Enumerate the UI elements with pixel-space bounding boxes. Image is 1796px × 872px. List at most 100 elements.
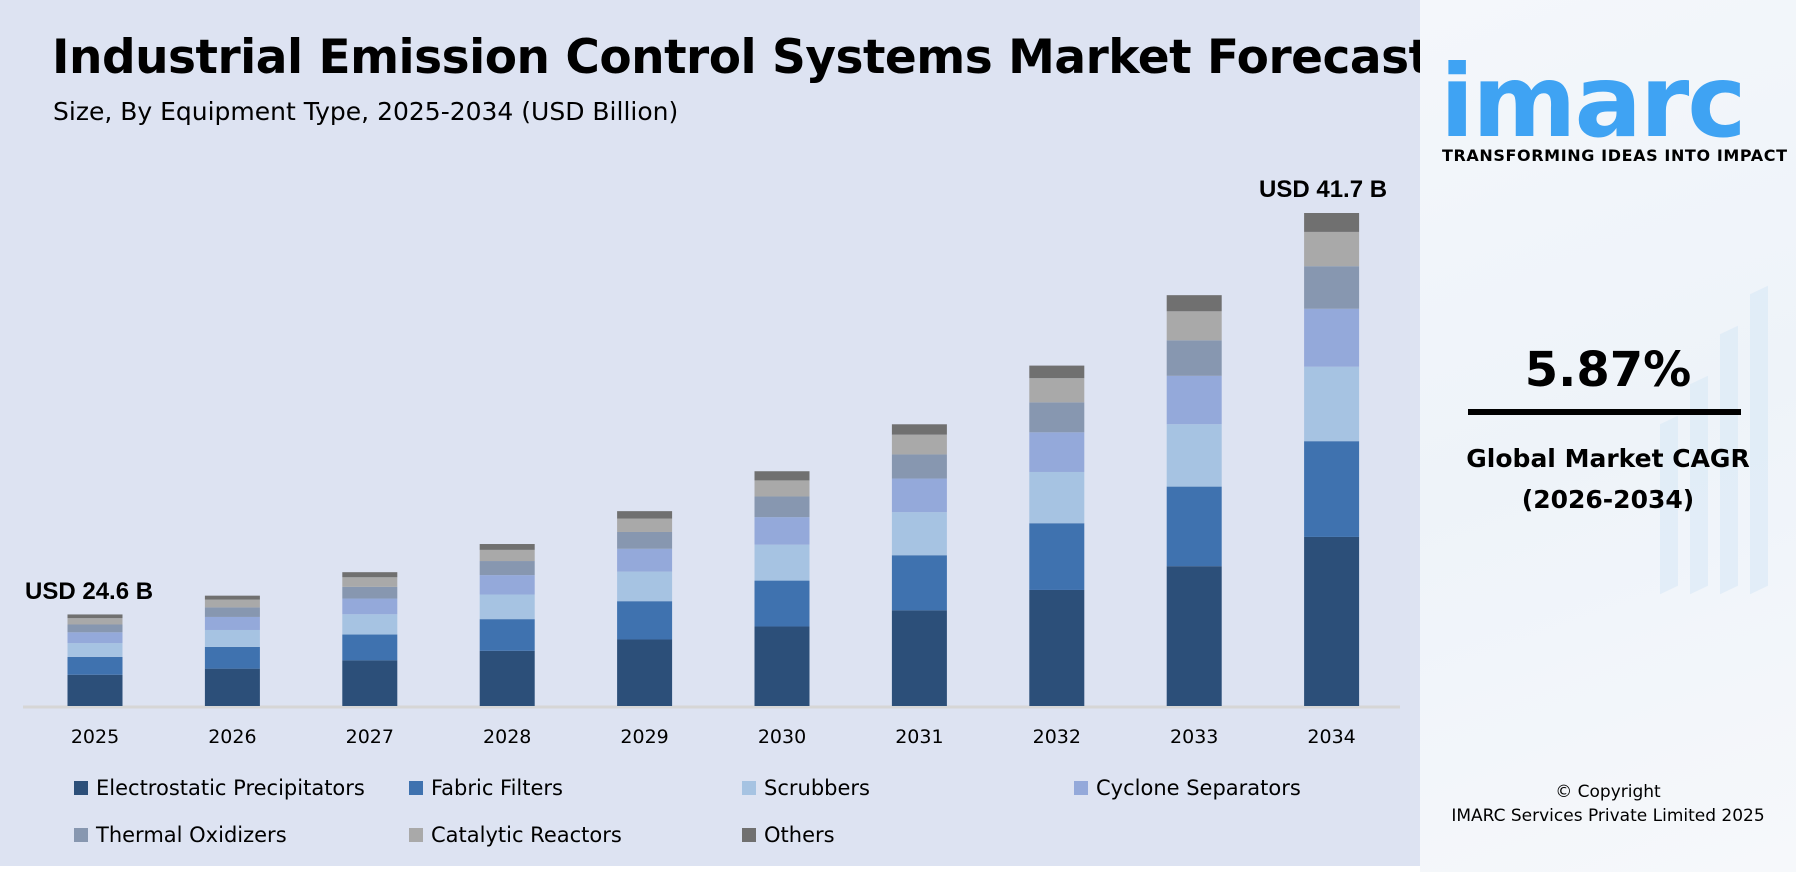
bar-segment-fabric-filters-2034 — [1304, 441, 1360, 537]
legend-item: Scrubbers — [742, 776, 870, 800]
x-tick-label: 2028 — [483, 726, 531, 748]
copyright-owner: IMARC Services Private Limited 2025 — [1451, 806, 1765, 826]
bar-segment-electrostatic-precipitators-2034 — [1304, 536, 1360, 706]
x-tick-label: 2034 — [1307, 726, 1355, 748]
bar-segment-scrubbers-2028 — [479, 594, 535, 620]
x-tick-label: 2031 — [895, 726, 943, 748]
copyright-label: © Copyright — [1555, 782, 1661, 802]
legend-item: Others — [742, 823, 835, 847]
bar-segment-cyclone-separators-2030 — [754, 517, 810, 545]
bar-segment-thermal-oxidizers-2032 — [1029, 402, 1085, 433]
legend-item: Cyclone Separators — [1074, 776, 1301, 800]
bar-segment-cyclone-separators-2025 — [67, 632, 123, 644]
bar-segment-cyclone-separators-2028 — [479, 575, 535, 595]
bar-segment-scrubbers-2031 — [891, 512, 947, 556]
legend-label: Cyclone Separators — [1096, 776, 1301, 800]
cagr-value: 5.87% — [1524, 342, 1692, 398]
bar-segment-thermal-oxidizers-2031 — [891, 454, 947, 479]
x-tick-label: 2029 — [620, 726, 668, 748]
annotation-start-value: USD 24.6 B — [25, 578, 154, 605]
legend-label: Scrubbers — [764, 776, 870, 800]
bar-segment-fabric-filters-2030 — [754, 580, 810, 627]
bar-segment-fabric-filters-2027 — [342, 634, 398, 661]
bar-segment-catalytic-reactors-2032 — [1029, 378, 1085, 403]
x-tick-label: 2032 — [1033, 726, 1081, 748]
bar-segment-scrubbers-2026 — [204, 629, 260, 647]
bar-segment-others-2030 — [754, 471, 810, 481]
legend-swatch — [74, 828, 88, 842]
bar-segment-scrubbers-2029 — [617, 571, 673, 602]
bar-segment-electrostatic-precipitators-2032 — [1029, 589, 1085, 706]
bar-segment-others-2034 — [1304, 213, 1360, 232]
x-tick-label: 2033 — [1170, 726, 1218, 748]
bar-segment-cyclone-separators-2031 — [891, 478, 947, 513]
chart-subtitle: Size, By Equipment Type, 2025-2034 (USD … — [53, 97, 679, 126]
legend-label: Others — [764, 823, 835, 847]
chart-panel: Industrial Emission Control Systems Mark… — [0, 0, 1431, 866]
bar-segment-scrubbers-2030 — [754, 544, 810, 581]
imarc-logo: imarc — [1440, 43, 1747, 160]
legend-swatch — [409, 781, 423, 795]
bar-segment-catalytic-reactors-2033 — [1166, 311, 1222, 341]
bar-segment-thermal-oxidizers-2026 — [204, 607, 260, 617]
x-tick-label: 2025 — [71, 726, 119, 748]
cagr-divider — [1468, 409, 1741, 415]
bar-segment-thermal-oxidizers-2034 — [1304, 266, 1360, 309]
bar-segment-others-2032 — [1029, 365, 1085, 379]
cagr-label-text: Global Market CAGR — [1466, 444, 1750, 473]
bar-segment-fabric-filters-2028 — [479, 619, 535, 651]
bar-segment-thermal-oxidizers-2030 — [754, 496, 810, 518]
logo-tagline: TRANSFORMING IDEAS INTO IMPACT — [1442, 146, 1788, 165]
legend-item: Catalytic Reactors — [409, 823, 622, 847]
bar-segment-catalytic-reactors-2031 — [891, 434, 947, 455]
bar-segment-scrubbers-2033 — [1166, 424, 1222, 487]
bar-segment-fabric-filters-2025 — [67, 656, 123, 675]
legend-swatch — [409, 828, 423, 842]
bar-segment-thermal-oxidizers-2027 — [342, 586, 398, 599]
bar-segment-scrubbers-2034 — [1304, 366, 1360, 442]
bar-segment-others-2033 — [1166, 295, 1222, 312]
bar-segment-scrubbers-2025 — [67, 643, 123, 657]
legend-item: Fabric Filters — [409, 776, 563, 800]
bar-segment-electrostatic-precipitators-2033 — [1166, 566, 1222, 706]
bar-segment-electrostatic-precipitators-2031 — [891, 610, 947, 706]
bar-segment-cyclone-separators-2027 — [342, 598, 398, 615]
bar-segment-thermal-oxidizers-2028 — [479, 561, 535, 576]
bar-segment-catalytic-reactors-2029 — [617, 518, 673, 532]
bar-segment-cyclone-separators-2026 — [204, 616, 260, 630]
x-tick-label: 2027 — [346, 726, 394, 748]
legend-label: Thermal Oxidizers — [96, 823, 287, 847]
legend-swatch — [742, 828, 756, 842]
cagr-period: (2026-2034) — [1521, 485, 1695, 514]
legend-label: Electrostatic Precipitators — [96, 776, 365, 800]
bar-segment-scrubbers-2032 — [1029, 471, 1085, 524]
bar-segment-catalytic-reactors-2025 — [67, 618, 123, 625]
chart-title: Industrial Emission Control Systems Mark… — [52, 30, 1431, 85]
sidebar-panel: imarc TRANSFORMING IDEAS INTO IMPACT 5.8… — [1420, 0, 1796, 872]
legend-item: Electrostatic Precipitators — [74, 776, 365, 800]
stacked-bar-plot: 2025 2026 2027 2028 2029 2030 2031 2032 2033 2034 — [23, 213, 1400, 748]
bar-segment-fabric-filters-2032 — [1029, 523, 1085, 590]
bar-segment-fabric-filters-2033 — [1166, 486, 1222, 567]
bar-segment-fabric-filters-2031 — [891, 555, 947, 611]
cagr-label: Global Market CAGR (2026-2034) — [1420, 438, 1796, 520]
legend-label: Fabric Filters — [431, 776, 563, 800]
bar-segment-electrostatic-precipitators-2026 — [204, 668, 260, 706]
bar-segment-thermal-oxidizers-2033 — [1166, 340, 1222, 376]
x-tick-label: 2026 — [208, 726, 256, 748]
bar-segment-catalytic-reactors-2028 — [479, 549, 535, 562]
legend-swatch — [1074, 781, 1088, 795]
bar-segment-others-2028 — [479, 544, 535, 550]
bar-segment-cyclone-separators-2034 — [1304, 308, 1360, 367]
bar-segment-others-2026 — [204, 595, 260, 600]
bar-segment-electrostatic-precipitators-2030 — [754, 626, 810, 706]
bar-segment-catalytic-reactors-2026 — [204, 599, 260, 608]
bar-segment-others-2029 — [617, 511, 673, 519]
bar-segment-electrostatic-precipitators-2027 — [342, 660, 398, 706]
bar-segment-others-2027 — [342, 572, 398, 578]
bar-segment-catalytic-reactors-2030 — [754, 480, 810, 497]
bar-segment-electrostatic-precipitators-2025 — [67, 674, 123, 706]
copyright: © Copyright IMARC Services Private Limit… — [1420, 780, 1796, 828]
bar-segment-thermal-oxidizers-2025 — [67, 624, 123, 633]
bar-segment-others-2031 — [891, 424, 947, 435]
